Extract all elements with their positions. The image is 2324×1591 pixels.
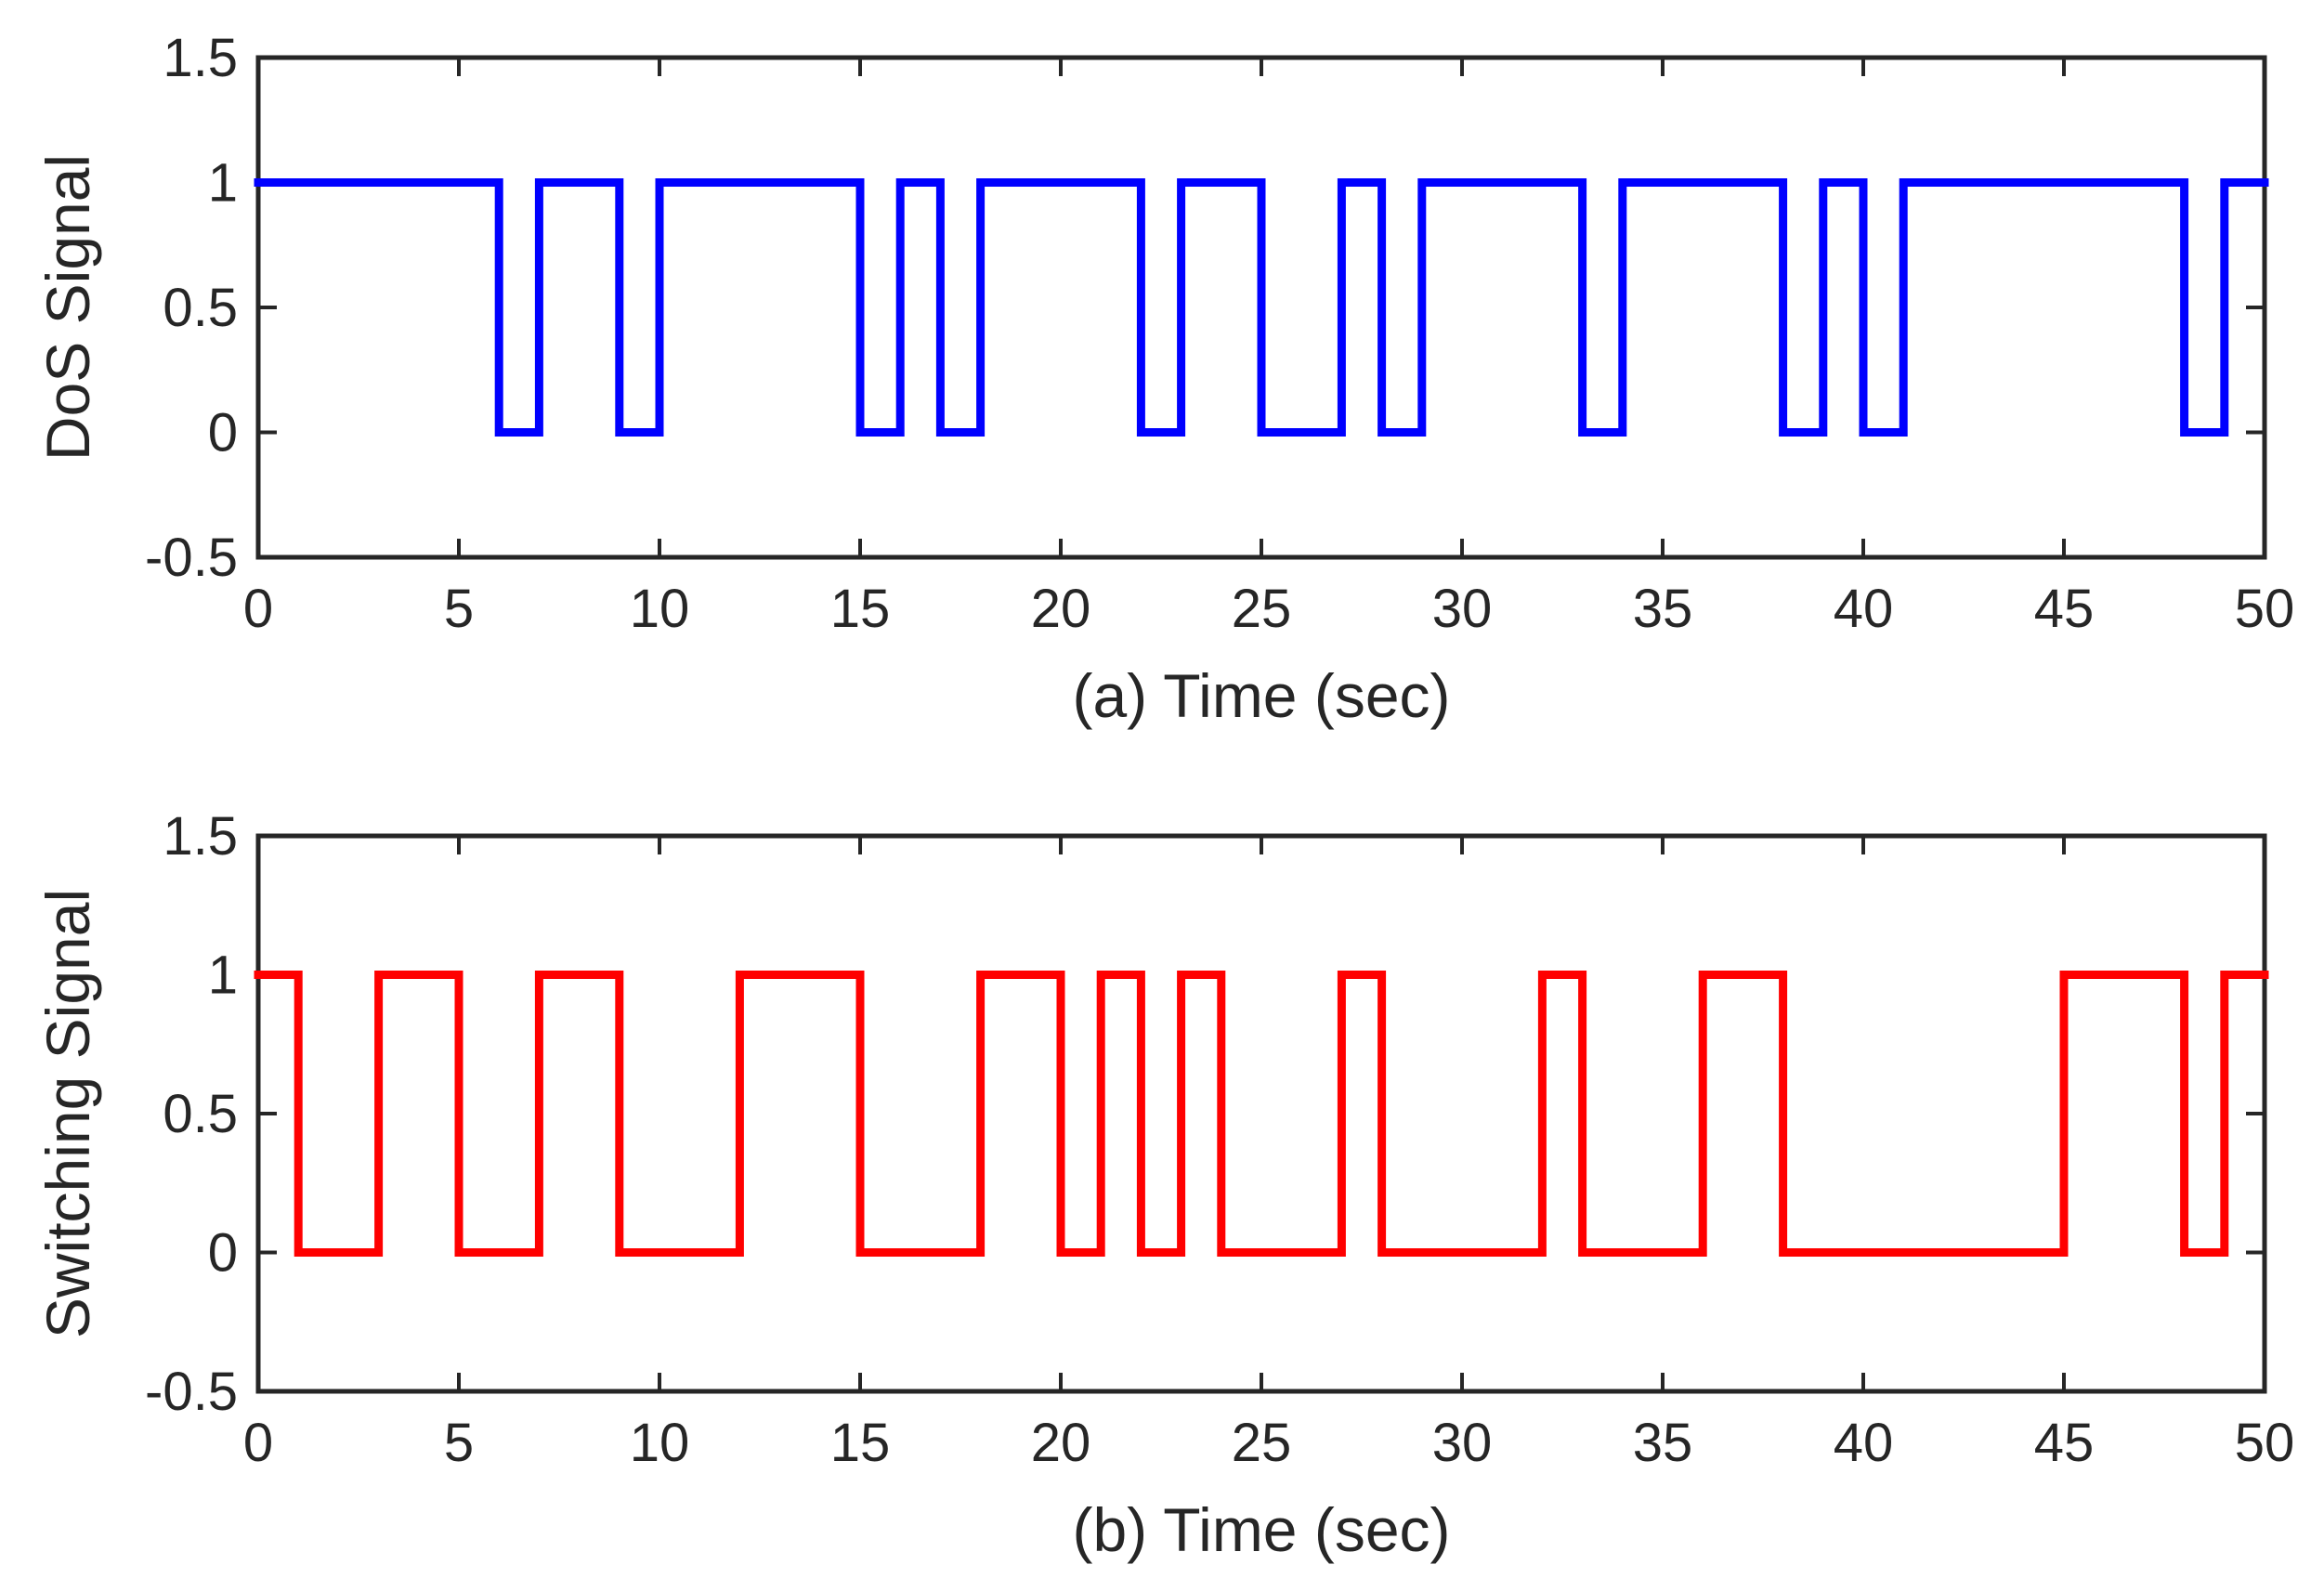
x-tick-label: 30 xyxy=(1432,579,1493,639)
y-tick-label: 1 xyxy=(208,945,238,1006)
y-tick-label: 0 xyxy=(208,403,238,463)
x-tick-label: 45 xyxy=(2034,1413,2095,1473)
y-tick-label: 0.5 xyxy=(163,1084,238,1144)
y-tick-label: 0.5 xyxy=(163,278,238,338)
x-tick-label: 35 xyxy=(1633,1413,1693,1473)
x-tick-label: 45 xyxy=(2034,579,2095,639)
x-tick-label: 5 xyxy=(444,1413,474,1473)
y-tick-label: 0 xyxy=(208,1223,238,1284)
x-tick-label: 40 xyxy=(1834,579,1894,639)
y-tick-label: -0.5 xyxy=(145,528,238,588)
x-tick-label: 0 xyxy=(243,1413,273,1473)
x-axis-label-b: (b) Time (sec) xyxy=(1072,1495,1450,1564)
y-axis-label-b: Switching Signal xyxy=(33,889,102,1338)
x-tick-label: 50 xyxy=(2235,1413,2295,1473)
series-line-a-0 xyxy=(254,178,2269,437)
y-tick-label: 1 xyxy=(208,153,238,214)
x-tick-label: 50 xyxy=(2235,579,2295,639)
y-tick-label: 1.5 xyxy=(163,28,238,88)
x-axis-label-a: (a) Time (sec) xyxy=(1072,661,1450,730)
series-line-b-0 xyxy=(254,971,2269,1257)
x-tick-label: 15 xyxy=(830,579,891,639)
x-tick-label: 10 xyxy=(630,1413,690,1473)
x-tick-label: 40 xyxy=(1834,1413,1894,1473)
y-tick-label: -0.5 xyxy=(145,1362,238,1422)
x-tick-label: 0 xyxy=(243,579,273,639)
chart-panel-a: 0 5 10 15 20 25 30 35 40 45 50-0.500.511.5(a) Time… xyxy=(33,28,2294,730)
x-tick-label: 15 xyxy=(830,1413,891,1473)
x-tick-label: 25 xyxy=(1232,1413,1292,1473)
x-tick-label: 10 xyxy=(630,579,690,639)
x-tick-label: 25 xyxy=(1232,579,1292,639)
y-axis-label-a: DoS Signal xyxy=(33,154,102,461)
x-tick-label: 35 xyxy=(1633,579,1693,639)
x-tick-label: 20 xyxy=(1031,1413,1091,1473)
x-tick-label: 20 xyxy=(1031,579,1091,639)
x-tick-label: 5 xyxy=(444,579,474,639)
axes-box-b xyxy=(255,833,2267,1394)
y-tick-label: 1.5 xyxy=(163,806,238,867)
x-tick-label: 30 xyxy=(1432,1413,1493,1473)
chart-panel-b: 0 5 10 15 20 25 30 35 40 45 50-0.500.511.5(b) Time… xyxy=(33,806,2294,1564)
